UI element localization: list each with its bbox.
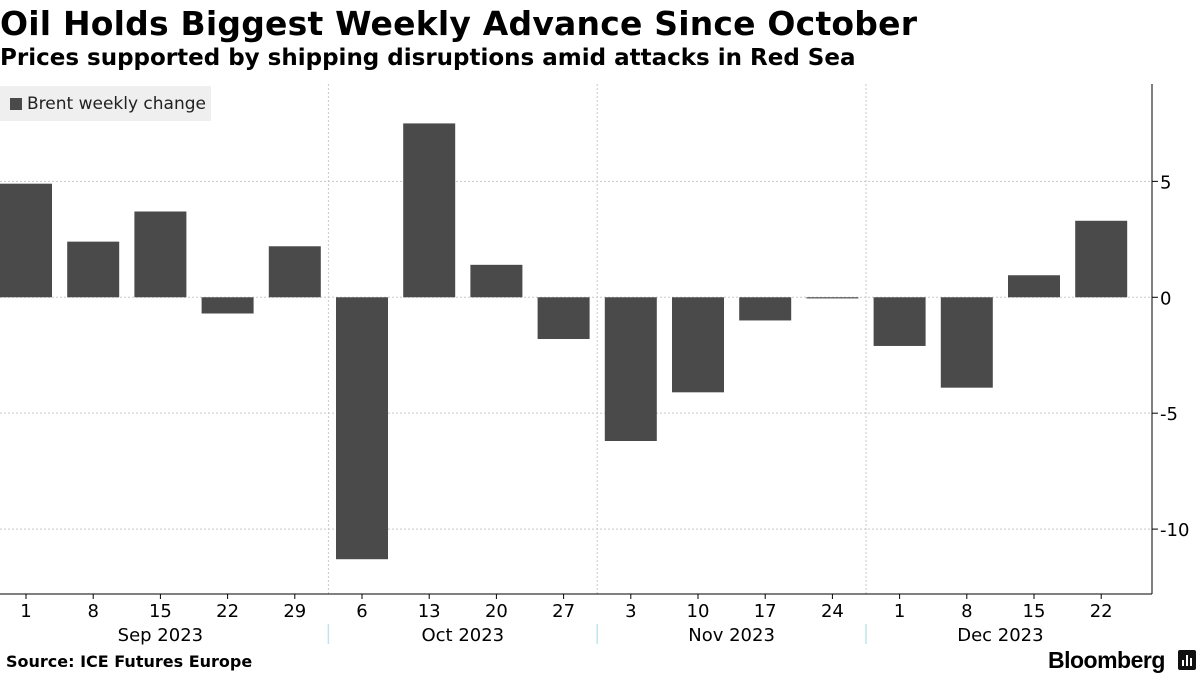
- axes: 5 0 -5 -10 1 8 15 22 29 6 13 20 27 3 10 17 24 1 8 15 22 Sep 2…: [0, 84, 1189, 646]
- month-label: Sep 2023: [118, 625, 203, 646]
- bar: [0, 183, 52, 298]
- bar: [806, 297, 859, 299]
- bar: [470, 264, 523, 298]
- bar: [67, 241, 120, 298]
- x-tick-label: 1: [894, 601, 905, 622]
- x-tick-label: 6: [356, 601, 367, 622]
- bloomberg-chart-icon: [1178, 650, 1196, 670]
- x-tick-label: 20: [485, 601, 508, 622]
- bar: [1075, 220, 1128, 298]
- legend-swatch: [10, 97, 22, 110]
- bar: [739, 297, 792, 321]
- x-tick-label: 27: [552, 601, 575, 622]
- bar: [268, 246, 321, 298]
- bar: [873, 297, 926, 346]
- x-tick-label: 8: [87, 601, 98, 622]
- chart-title: Oil Holds Biggest Weekly Advance Since O…: [0, 4, 918, 43]
- x-tick-label: 3: [625, 601, 636, 622]
- y-tick-label: -5: [1160, 404, 1178, 425]
- chart-subtitle: Prices supported by shipping disruptions…: [0, 45, 856, 71]
- legend-label: Brent weekly change: [27, 93, 206, 114]
- bars: [0, 123, 1128, 560]
- x-tick-label: 22: [216, 601, 239, 622]
- y-tick-label: 0: [1160, 288, 1171, 309]
- bloomberg-logo: Bloomberg: [1048, 647, 1165, 673]
- x-tick-label: 10: [687, 601, 710, 622]
- bar: [537, 297, 590, 339]
- bar: [336, 297, 388, 560]
- bar: [672, 297, 724, 393]
- bar: [1008, 275, 1060, 298]
- x-tick-label: 24: [821, 601, 844, 622]
- bar: [604, 297, 657, 441]
- bar: [134, 211, 187, 298]
- legend: Brent weekly change: [0, 86, 211, 121]
- bar: [201, 297, 254, 314]
- x-tick-label: 1: [20, 601, 31, 622]
- source-note: Source: ICE Futures Europe: [6, 652, 253, 671]
- month-label: Oct 2023: [421, 625, 504, 646]
- x-tick-label: 29: [283, 601, 306, 622]
- x-tick-label: 22: [1090, 601, 1113, 622]
- x-tick-label: 15: [1023, 601, 1046, 622]
- month-label: Nov 2023: [688, 625, 775, 646]
- x-tick-label: 17: [754, 601, 777, 622]
- x-tick-label: 8: [961, 601, 972, 622]
- y-tick-label: 5: [1160, 172, 1171, 193]
- bar: [940, 297, 993, 388]
- y-tick-label: -10: [1160, 520, 1189, 541]
- x-tick-label: 13: [418, 601, 441, 622]
- bar: [403, 123, 456, 298]
- month-label: Dec 2023: [957, 625, 1043, 646]
- x-tick-label: 15: [149, 601, 172, 622]
